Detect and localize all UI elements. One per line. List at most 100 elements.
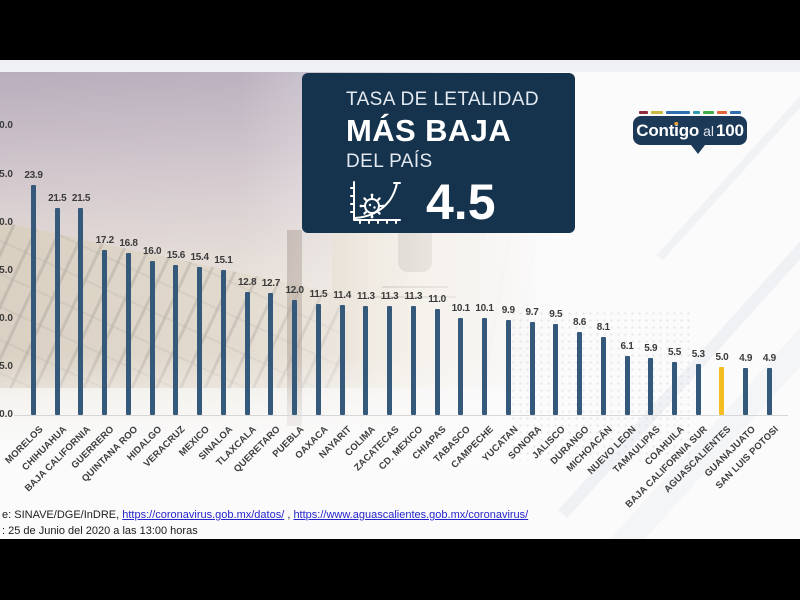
bar xyxy=(695,364,701,415)
bar-value-label: 16.0 xyxy=(143,246,162,258)
y-axis-label-fragment: 15.0 xyxy=(0,264,13,276)
source-line2: : 25 de Junio del 2020 a las 13:00 horas xyxy=(2,525,198,537)
bar-value-label: 10.1 xyxy=(475,302,494,314)
bar-value-label: 6.1 xyxy=(620,341,634,353)
bar xyxy=(482,317,488,415)
source-link-coronavirus-gob[interactable]: https://coronavirus.gob.mx/datos/ xyxy=(122,509,285,521)
bar xyxy=(339,305,345,415)
bar-value-label: 5.5 xyxy=(667,347,681,359)
bar-value-label: 12.7 xyxy=(261,277,281,289)
bar-chart: 23.9 MORELOS 21.5 CHIHUAHUA 21.5 BAJA CALIFOR… xyxy=(0,60,800,539)
logo-text-al: al xyxy=(703,122,714,139)
logo-dash xyxy=(703,111,715,114)
bar-value-label: 17.2 xyxy=(95,234,115,246)
source-link-aguascalientes[interactable]: https://www.aguascalientes.gob.mx/corona… xyxy=(293,509,529,521)
bar xyxy=(624,356,630,415)
bar-value-label: 15.6 xyxy=(166,249,186,261)
logo-dash xyxy=(639,111,649,114)
bar-value-label: 4.9 xyxy=(762,352,776,364)
source-prefix: e: SINAVE/DGE/InDRE, xyxy=(2,509,123,521)
bar-highlight xyxy=(719,366,725,415)
logo-dash xyxy=(651,111,663,114)
bar xyxy=(149,261,155,415)
bar-value-label: 9.5 xyxy=(549,308,563,320)
slide: 23.9 MORELOS 21.5 CHIHUAHUA 21.5 BAJA CALIFOR… xyxy=(0,60,800,539)
bar-value-label: 11.3 xyxy=(380,291,399,303)
source-separator: , xyxy=(284,509,294,521)
bar xyxy=(600,337,606,415)
bar-value-label: 11.3 xyxy=(357,291,375,303)
y-axis-label-fragment: 0.0 xyxy=(0,409,13,420)
bar xyxy=(577,332,583,415)
bar-value-label: 8.1 xyxy=(596,322,610,334)
logo-dash xyxy=(665,111,690,114)
bar-value-label: 11.3 xyxy=(404,291,423,303)
y-axis-label-fragment: 10.0 xyxy=(0,312,13,324)
bar xyxy=(505,319,511,415)
bar xyxy=(31,185,36,415)
logo-bubble: Cont i go al 100 xyxy=(633,116,747,154)
logo-dash xyxy=(692,111,701,114)
halftone-dots xyxy=(510,310,690,460)
bar-value-label: 15.1 xyxy=(214,254,233,266)
bar xyxy=(292,299,298,415)
bar xyxy=(743,367,749,415)
headline-line2: MÁS BAJA xyxy=(346,113,512,148)
bar xyxy=(529,321,535,415)
bar xyxy=(268,292,274,415)
bar-value-label: 8.6 xyxy=(573,317,587,329)
bar xyxy=(125,253,131,415)
letterbox-top xyxy=(0,0,800,60)
slide-top-strip xyxy=(0,60,800,72)
bar-value-label: 9.9 xyxy=(501,304,515,316)
bar xyxy=(434,309,440,415)
bar xyxy=(244,291,250,415)
bar xyxy=(363,306,369,415)
bar-value-label: 15.4 xyxy=(190,251,210,263)
logo-dash xyxy=(729,111,741,114)
bar-value-label: 5.0 xyxy=(715,351,729,363)
x-axis-baseline xyxy=(14,415,788,416)
bar-value-label: 23.9 xyxy=(24,170,43,182)
bar-value-label: 21.5 xyxy=(71,193,91,205)
bar xyxy=(553,323,559,415)
bar xyxy=(766,367,772,415)
bar xyxy=(410,306,416,415)
logo-speech-tail xyxy=(691,145,705,154)
bar-value-label: 4.9 xyxy=(739,352,753,364)
logo-text-100: 100 xyxy=(715,120,744,140)
headline-line3: DEL PAÍS xyxy=(346,151,433,172)
y-axis-label-fragment: 30.0 xyxy=(0,120,13,132)
bar-value-label: 10.1 xyxy=(451,302,471,314)
y-axis-label-fragment: 25.0 xyxy=(0,168,13,180)
bar-value-label: 11.4 xyxy=(333,290,351,302)
bar-value-label: 9.7 xyxy=(525,306,539,318)
y-axis-label-fragment: 20.0 xyxy=(0,216,13,228)
bar-value-label: 12.8 xyxy=(238,276,257,288)
chart-virus-icon xyxy=(350,181,401,224)
logo-i-dot: i xyxy=(674,120,679,140)
contigo-al-100-logo: Cont i go al 100 xyxy=(633,111,747,154)
bar xyxy=(78,208,84,415)
logo-text-contigo-a: Cont xyxy=(636,120,675,140)
bar xyxy=(671,362,677,415)
bar xyxy=(220,269,226,415)
bar xyxy=(387,306,393,415)
bar-value-label: 12.0 xyxy=(285,284,304,296)
bar xyxy=(315,304,321,415)
bar xyxy=(102,249,108,415)
bar-value-label: 5.3 xyxy=(691,349,705,360)
bar xyxy=(54,208,60,415)
bar xyxy=(197,266,203,415)
logo-dash xyxy=(717,111,727,114)
bar xyxy=(648,358,654,415)
logo-text-contigo-b: go xyxy=(678,120,700,140)
source-line1: e: SINAVE/DGE/InDRE, https://coronavirus… xyxy=(2,507,528,523)
bar-value-label: 21.5 xyxy=(48,193,67,205)
headline-box: TASA DE LETALIDAD MÁS BAJA DEL PAÍS xyxy=(302,73,575,233)
headline-value: 4.5 xyxy=(426,174,496,230)
source-footer: e: SINAVE/DGE/InDRE, https://coronavirus… xyxy=(2,507,528,539)
bar-value-label: 16.8 xyxy=(119,238,138,250)
logo-color-dashes xyxy=(639,111,741,114)
